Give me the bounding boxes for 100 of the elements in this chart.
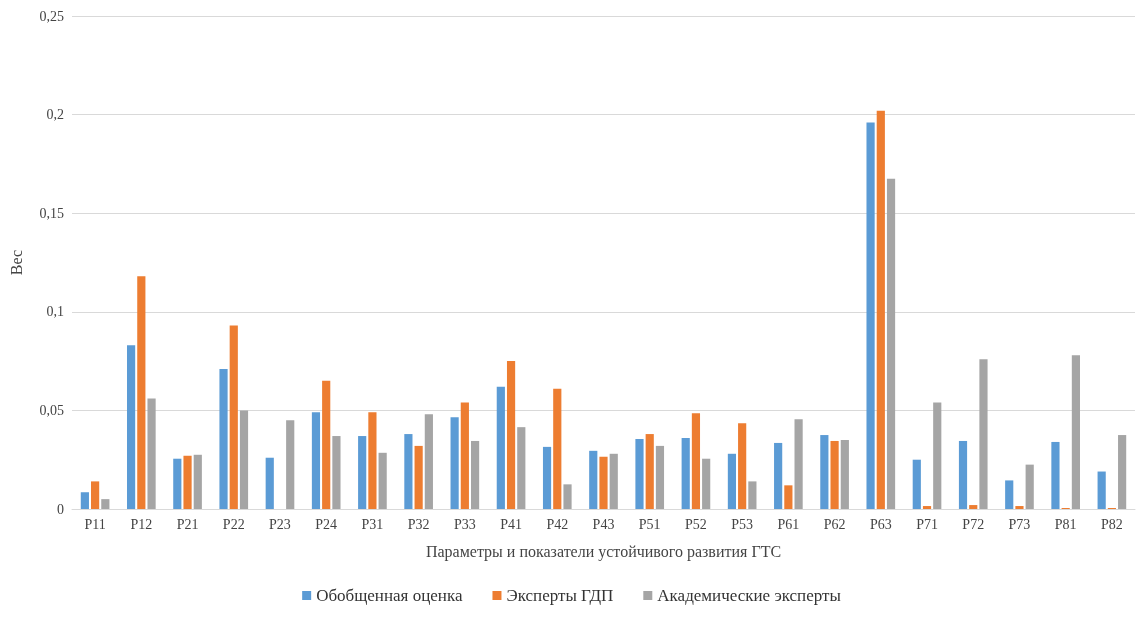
x-tick-label: P73: [1008, 516, 1031, 532]
bar: [517, 427, 526, 509]
bar: [1005, 480, 1014, 509]
bar: [506, 361, 516, 509]
bar: [702, 458, 711, 509]
x-tick-label: P42: [546, 516, 569, 532]
bar: [635, 438, 644, 509]
x-tick-label: P23: [269, 516, 291, 532]
x-tick-label: P61: [777, 516, 800, 532]
bar: [332, 436, 341, 509]
bar: [127, 345, 136, 509]
legend-label: Эксперты ГДП: [506, 586, 614, 605]
x-tick-label: P52: [685, 516, 707, 532]
bar: [358, 436, 367, 509]
bar: [91, 481, 100, 509]
bar: [1071, 355, 1080, 509]
bar: [609, 453, 618, 509]
bar: [229, 325, 238, 509]
bar: [599, 456, 608, 509]
bar: [738, 423, 747, 509]
bar: [173, 458, 182, 509]
x-tick-label: P41: [500, 516, 522, 532]
bar: [933, 402, 942, 509]
y-tick-label: 0,1: [46, 304, 64, 320]
x-tick-label: P21: [176, 516, 199, 532]
x-tick-label: P62: [823, 516, 846, 532]
bar: [496, 386, 505, 509]
x-tick-label: P24: [315, 516, 338, 532]
bar: [589, 450, 598, 509]
bar: [80, 492, 89, 509]
bar: [979, 359, 988, 509]
bar: [286, 420, 295, 509]
bar: [193, 454, 202, 509]
x-tick-label: P82: [1100, 516, 1123, 532]
bar: [239, 410, 249, 509]
x-tick-label: P31: [361, 516, 384, 532]
x-tick-label: P32: [407, 516, 430, 532]
y-tick-label: 0,15: [39, 205, 64, 221]
bar: [470, 440, 480, 509]
bar: [1051, 441, 1060, 509]
bar: [886, 178, 896, 509]
bar: [1015, 506, 1024, 509]
bar: [553, 388, 562, 509]
x-tick-label: P22: [222, 516, 245, 532]
x-tick-label: P53: [731, 516, 754, 532]
bar: [378, 452, 387, 509]
bar: [414, 445, 423, 509]
bar: [450, 417, 459, 509]
bar: [830, 440, 839, 509]
bar: [563, 484, 572, 509]
bar: [1025, 464, 1034, 509]
x-tick-label: P81: [1054, 516, 1077, 532]
x-tick-label: P11: [84, 516, 106, 532]
x-tick-label: P63: [869, 516, 892, 532]
bar: [542, 446, 552, 509]
x-tick-label: P72: [962, 516, 985, 532]
bar: [866, 122, 875, 509]
bar: [183, 455, 192, 509]
bar: [137, 276, 146, 509]
bar: [322, 380, 331, 509]
bar: [912, 459, 921, 509]
bar: [219, 368, 228, 509]
x-tick-label: P12: [130, 516, 153, 532]
legend-label: Академические эксперты: [657, 586, 842, 605]
bar: [1097, 471, 1106, 509]
y-axis-title: Вес: [7, 249, 25, 276]
y-tick-label: 0,2: [46, 107, 64, 123]
x-tick-label: P43: [592, 516, 615, 532]
bar: [655, 445, 665, 509]
y-tick-label: 0,05: [39, 402, 64, 418]
bar: [876, 110, 885, 509]
bar: [460, 402, 469, 509]
bar: [645, 434, 654, 509]
bar: [691, 413, 701, 509]
bar: [368, 412, 377, 509]
bar: [969, 505, 978, 509]
bar: [147, 398, 156, 509]
bar: [727, 453, 737, 509]
bar: [794, 419, 803, 509]
bar: [404, 434, 413, 509]
x-tick-label: P51: [638, 516, 661, 532]
bar: [840, 439, 849, 509]
bar: [311, 412, 321, 509]
bar: [784, 485, 793, 509]
bar: [748, 481, 757, 509]
bar: [774, 442, 783, 509]
bar: [265, 457, 274, 509]
bar: [681, 438, 690, 509]
bar: [101, 499, 110, 509]
bar: [424, 414, 433, 509]
bar: [1118, 435, 1127, 509]
y-tick-label: 0: [57, 501, 64, 517]
x-axis-title: Параметры и показатели устойчивого развития ГТС: [425, 542, 782, 561]
bar: [958, 440, 968, 509]
y-tick-label: 0,25: [39, 8, 64, 24]
bar: [922, 506, 932, 509]
bar: [820, 435, 829, 509]
x-tick-label: P71: [916, 516, 938, 532]
x-tick-label: P33: [453, 516, 476, 532]
legend-label: Обобщенная оценка: [316, 586, 463, 605]
